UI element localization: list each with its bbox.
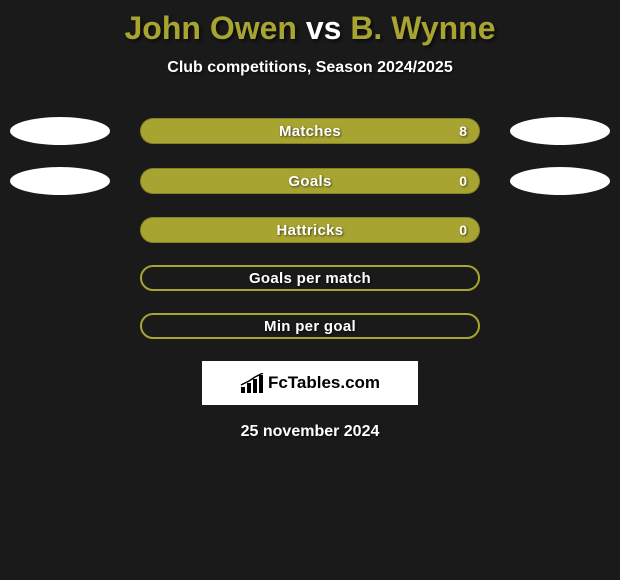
- stat-bar: Goals 0: [140, 168, 480, 194]
- stat-row: Goals 0: [0, 167, 620, 195]
- logo-box[interactable]: FcTables.com: [202, 361, 418, 405]
- date-text: 25 november 2024: [0, 423, 620, 441]
- stat-value: 0: [459, 173, 467, 189]
- vs-text: vs: [297, 10, 350, 46]
- stat-bar: Matches 8: [140, 118, 480, 144]
- logo-text: FcTables.com: [268, 373, 380, 393]
- stat-label: Matches: [279, 123, 341, 140]
- stat-bar: Goals per match: [140, 265, 480, 291]
- stat-rows: Matches 8 Goals 0 Hattricks 0 Goals per match M…: [0, 117, 620, 339]
- left-ellipse: [10, 117, 110, 145]
- left-ellipse: [10, 167, 110, 195]
- stat-row: Hattricks 0: [0, 217, 620, 243]
- logo-inner: FcTables.com: [240, 373, 380, 393]
- stat-value: 8: [459, 123, 467, 139]
- player2-name: B. Wynne: [350, 10, 495, 46]
- subtitle: Club competitions, Season 2024/2025: [0, 59, 620, 77]
- stat-label: Goals: [288, 173, 331, 190]
- page-title: John Owen vs B. Wynne: [0, 0, 620, 47]
- stat-row: Matches 8: [0, 117, 620, 145]
- stat-row: Min per goal: [0, 313, 620, 339]
- stat-bar: Min per goal: [140, 313, 480, 339]
- stat-label: Min per goal: [264, 318, 356, 335]
- stat-value: 0: [459, 222, 467, 238]
- right-ellipse: [510, 117, 610, 145]
- stat-label: Hattricks: [277, 222, 344, 239]
- bar-chart-icon: [240, 373, 264, 393]
- right-ellipse: [510, 167, 610, 195]
- stat-bar: Hattricks 0: [140, 217, 480, 243]
- stat-row: Goals per match: [0, 265, 620, 291]
- player1-name: John Owen: [124, 10, 296, 46]
- stat-label: Goals per match: [249, 270, 371, 287]
